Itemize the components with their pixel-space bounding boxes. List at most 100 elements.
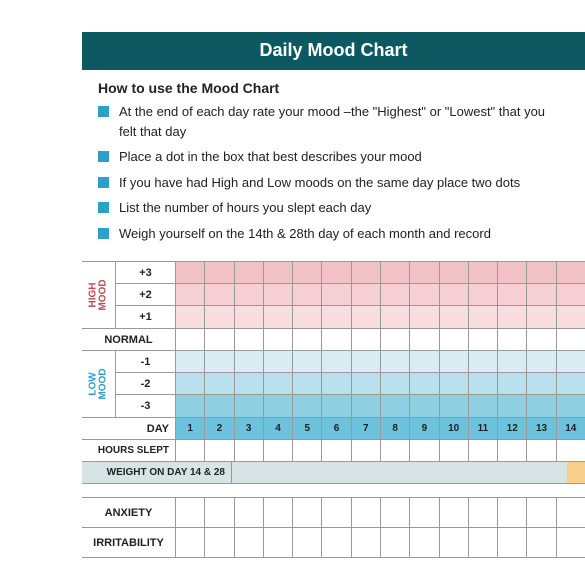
chart-cell[interactable] [381, 329, 410, 350]
chart-cell[interactable] [381, 351, 410, 372]
chart-cell[interactable] [322, 329, 351, 350]
chart-cell[interactable] [322, 440, 351, 461]
chart-cell[interactable] [352, 262, 381, 283]
chart-cell[interactable] [235, 351, 264, 372]
chart-cell[interactable] [381, 395, 410, 417]
chart-cell[interactable] [293, 498, 322, 527]
chart-cell[interactable] [527, 528, 556, 557]
chart-cell[interactable] [498, 498, 527, 527]
chart-cell[interactable] [440, 329, 469, 350]
chart-cell[interactable] [293, 329, 322, 350]
chart-cell[interactable] [557, 440, 585, 461]
chart-cell[interactable] [176, 262, 205, 283]
chart-cell[interactable] [410, 284, 439, 305]
chart-cell[interactable] [498, 528, 527, 557]
chart-cell[interactable] [469, 498, 498, 527]
chart-cell[interactable] [176, 440, 205, 461]
chart-cell[interactable] [264, 498, 293, 527]
chart-cell[interactable] [293, 528, 322, 557]
chart-cell[interactable] [527, 373, 556, 394]
chart-cell[interactable] [352, 440, 381, 461]
chart-cell[interactable] [527, 498, 556, 527]
chart-cell[interactable] [352, 373, 381, 394]
chart-cell[interactable] [205, 351, 234, 372]
chart-cell[interactable] [322, 306, 351, 328]
chart-cell[interactable] [322, 262, 351, 283]
chart-cell[interactable] [498, 373, 527, 394]
chart-cell[interactable] [264, 329, 293, 350]
chart-cell[interactable] [410, 351, 439, 372]
chart-cell[interactable] [527, 351, 556, 372]
chart-cell[interactable] [440, 351, 469, 372]
chart-cell[interactable] [440, 373, 469, 394]
chart-cell[interactable] [322, 395, 351, 417]
chart-cell[interactable] [440, 395, 469, 417]
chart-cell[interactable] [410, 306, 439, 328]
chart-cell[interactable] [264, 440, 293, 461]
chart-cell[interactable] [205, 329, 234, 350]
chart-cell[interactable] [235, 395, 264, 417]
chart-cell[interactable] [293, 351, 322, 372]
chart-cell[interactable] [469, 351, 498, 372]
chart-cell[interactable] [352, 528, 381, 557]
chart-cell[interactable] [352, 329, 381, 350]
chart-cell[interactable] [440, 306, 469, 328]
chart-cell[interactable] [381, 440, 410, 461]
chart-cell[interactable] [440, 440, 469, 461]
chart-cell[interactable] [410, 329, 439, 350]
chart-cell[interactable] [527, 284, 556, 305]
chart-cell[interactable] [498, 306, 527, 328]
chart-cell[interactable] [469, 528, 498, 557]
chart-cell[interactable] [527, 329, 556, 350]
chart-cell[interactable] [205, 395, 234, 417]
chart-cell[interactable] [176, 351, 205, 372]
chart-cell[interactable] [498, 262, 527, 283]
chart-cell[interactable] [410, 262, 439, 283]
chart-cell[interactable] [469, 284, 498, 305]
chart-cell[interactable] [469, 373, 498, 394]
chart-cell[interactable] [352, 284, 381, 305]
chart-cell[interactable] [498, 440, 527, 461]
chart-cell[interactable] [264, 351, 293, 372]
chart-cell[interactable] [322, 528, 351, 557]
chart-cell[interactable] [469, 440, 498, 461]
chart-cell[interactable] [440, 498, 469, 527]
chart-cell[interactable] [557, 284, 585, 305]
chart-cell[interactable] [352, 395, 381, 417]
chart-cell[interactable] [410, 498, 439, 527]
chart-cell[interactable] [381, 284, 410, 305]
chart-cell[interactable] [235, 329, 264, 350]
chart-cell[interactable] [205, 284, 234, 305]
chart-cell[interactable] [264, 262, 293, 283]
chart-cell[interactable] [235, 440, 264, 461]
chart-cell[interactable] [410, 440, 439, 461]
chart-cell[interactable] [235, 498, 264, 527]
chart-cell[interactable] [469, 395, 498, 417]
chart-cell[interactable] [469, 262, 498, 283]
chart-cell[interactable] [205, 440, 234, 461]
chart-cell[interactable] [410, 373, 439, 394]
chart-cell[interactable] [352, 351, 381, 372]
chart-cell[interactable] [235, 262, 264, 283]
chart-cell[interactable] [352, 498, 381, 527]
chart-cell[interactable] [264, 528, 293, 557]
chart-cell[interactable] [176, 528, 205, 557]
chart-cell[interactable] [176, 373, 205, 394]
chart-cell[interactable] [440, 262, 469, 283]
chart-cell[interactable] [381, 262, 410, 283]
chart-cell[interactable] [527, 440, 556, 461]
chart-cell[interactable] [293, 440, 322, 461]
chart-cell[interactable] [235, 373, 264, 394]
chart-cell[interactable] [498, 351, 527, 372]
chart-cell[interactable] [557, 306, 585, 328]
chart-cell[interactable] [557, 395, 585, 417]
chart-cell[interactable] [527, 395, 556, 417]
chart-cell[interactable] [440, 528, 469, 557]
chart-cell[interactable] [498, 284, 527, 305]
chart-cell[interactable] [381, 528, 410, 557]
chart-cell[interactable] [205, 262, 234, 283]
chart-cell[interactable] [235, 284, 264, 305]
chart-cell[interactable] [469, 329, 498, 350]
weight-day-14-cell[interactable] [567, 462, 585, 483]
chart-cell[interactable] [205, 306, 234, 328]
